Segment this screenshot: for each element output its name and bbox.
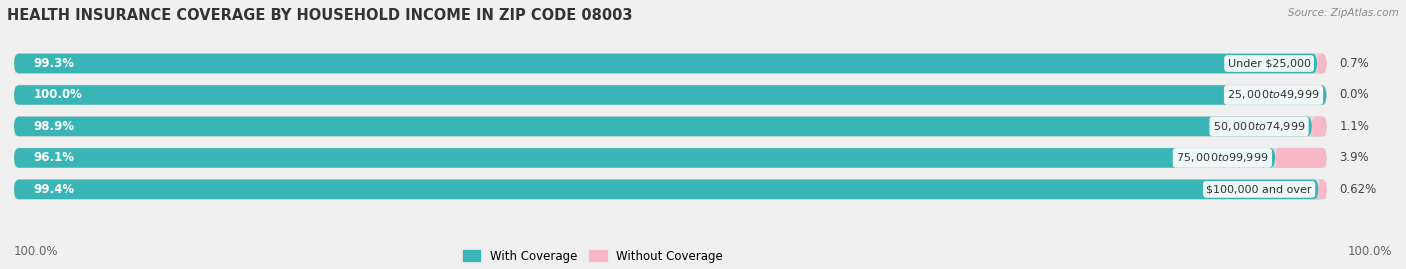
Text: 0.0%: 0.0% (1340, 89, 1369, 101)
Text: 100.0%: 100.0% (1347, 245, 1392, 258)
FancyBboxPatch shape (1319, 180, 1327, 199)
Text: 98.9%: 98.9% (34, 120, 75, 133)
FancyBboxPatch shape (14, 117, 1312, 136)
FancyBboxPatch shape (14, 70, 1326, 73)
Text: 0.7%: 0.7% (1340, 57, 1369, 70)
Text: 99.4%: 99.4% (34, 183, 75, 196)
FancyBboxPatch shape (1317, 54, 1326, 73)
Text: HEALTH INSURANCE COVERAGE BY HOUSEHOLD INCOME IN ZIP CODE 08003: HEALTH INSURANCE COVERAGE BY HOUSEHOLD I… (7, 8, 633, 23)
FancyBboxPatch shape (14, 180, 1319, 199)
Text: 99.3%: 99.3% (34, 57, 75, 70)
FancyBboxPatch shape (14, 117, 1326, 136)
FancyBboxPatch shape (14, 148, 1326, 168)
Text: $50,000 to $74,999: $50,000 to $74,999 (1213, 120, 1305, 133)
FancyBboxPatch shape (14, 148, 1275, 168)
Text: $75,000 to $99,999: $75,000 to $99,999 (1175, 151, 1268, 164)
Text: Under $25,000: Under $25,000 (1227, 58, 1310, 69)
Text: 0.62%: 0.62% (1340, 183, 1376, 196)
Text: 1.1%: 1.1% (1340, 120, 1369, 133)
FancyBboxPatch shape (14, 54, 1317, 73)
FancyBboxPatch shape (14, 196, 1326, 199)
FancyBboxPatch shape (14, 85, 1326, 105)
FancyBboxPatch shape (1275, 148, 1326, 168)
Text: 3.9%: 3.9% (1340, 151, 1369, 164)
Text: 100.0%: 100.0% (34, 89, 83, 101)
Text: Source: ZipAtlas.com: Source: ZipAtlas.com (1288, 8, 1399, 18)
FancyBboxPatch shape (14, 165, 1326, 168)
Text: $25,000 to $49,999: $25,000 to $49,999 (1227, 89, 1320, 101)
Text: 96.1%: 96.1% (34, 151, 75, 164)
FancyBboxPatch shape (14, 180, 1326, 199)
FancyBboxPatch shape (14, 54, 1326, 73)
FancyBboxPatch shape (1312, 117, 1326, 136)
Text: $100,000 and over: $100,000 and over (1206, 184, 1312, 194)
FancyBboxPatch shape (14, 85, 1326, 105)
Legend: With Coverage, Without Coverage: With Coverage, Without Coverage (458, 245, 728, 267)
FancyBboxPatch shape (14, 102, 1326, 105)
FancyBboxPatch shape (14, 133, 1326, 136)
Text: 100.0%: 100.0% (14, 245, 59, 258)
